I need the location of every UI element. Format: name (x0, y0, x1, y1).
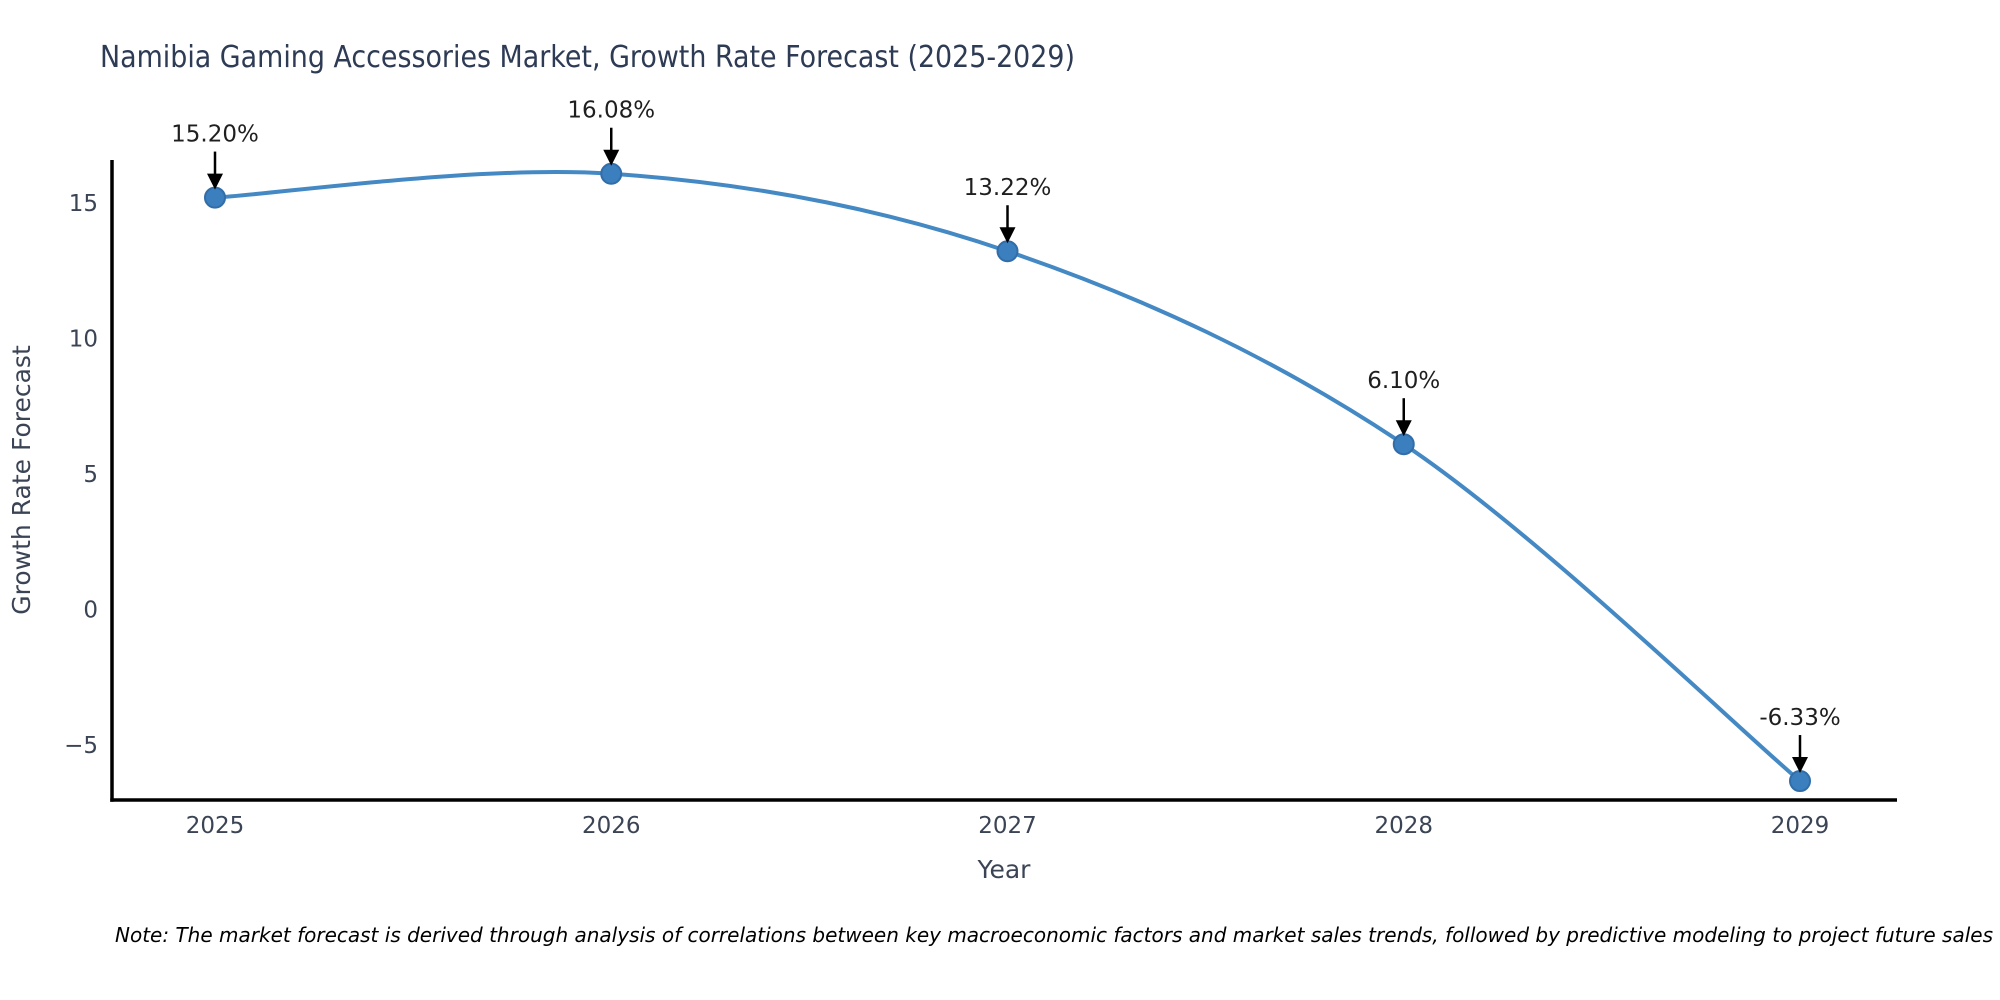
forecast-line (213, 170, 1802, 784)
y-axis-label: Growth Rate Forecast (7, 345, 36, 615)
data-point-marker (204, 186, 226, 209)
x-tick-label: 2026 (582, 813, 641, 839)
annotation-arrow-head (603, 149, 620, 166)
chart-title: Namibia Gaming Accessories Market, Growt… (100, 40, 1075, 75)
x-tick-label: 2025 (186, 813, 245, 839)
data-point-marker (1392, 433, 1415, 456)
x-tick-label: 2029 (1771, 813, 1830, 839)
data-point-annotation: -6.33% (1759, 705, 1840, 731)
x-tick-label: 2027 (978, 813, 1037, 839)
y-tick-label: −5 (64, 733, 98, 759)
data-point-marker (600, 162, 623, 185)
data-point-annotation: 16.08% (567, 98, 655, 124)
data-point-marker (996, 240, 1019, 263)
annotation-arrow-head (1395, 420, 1412, 437)
y-tick-label: 15 (69, 191, 98, 217)
x-tick-label: 2028 (1374, 813, 1433, 839)
plot-area: 15 10 5 0 −5 2025 2026 2027 2028 2029 15.20% 16.08%… (64, 98, 1897, 839)
y-tick-label: 0 (83, 598, 98, 624)
annotation-arrow-head (207, 173, 223, 190)
data-point-annotation: 13.22% (964, 175, 1052, 201)
footnote: Note: The market forecast is derived thr… (115, 923, 1993, 947)
annotation-arrow-head (999, 227, 1016, 244)
y-tick-label: 10 (69, 327, 98, 353)
data-point-marker (1789, 770, 1811, 793)
data-point-annotation: 6.10% (1367, 368, 1440, 394)
annotation-arrow-head (1792, 757, 1808, 774)
y-tick-label: 5 (83, 462, 98, 488)
data-point-annotation: 15.20% (171, 122, 259, 148)
x-axis-label: Year (977, 855, 1032, 884)
